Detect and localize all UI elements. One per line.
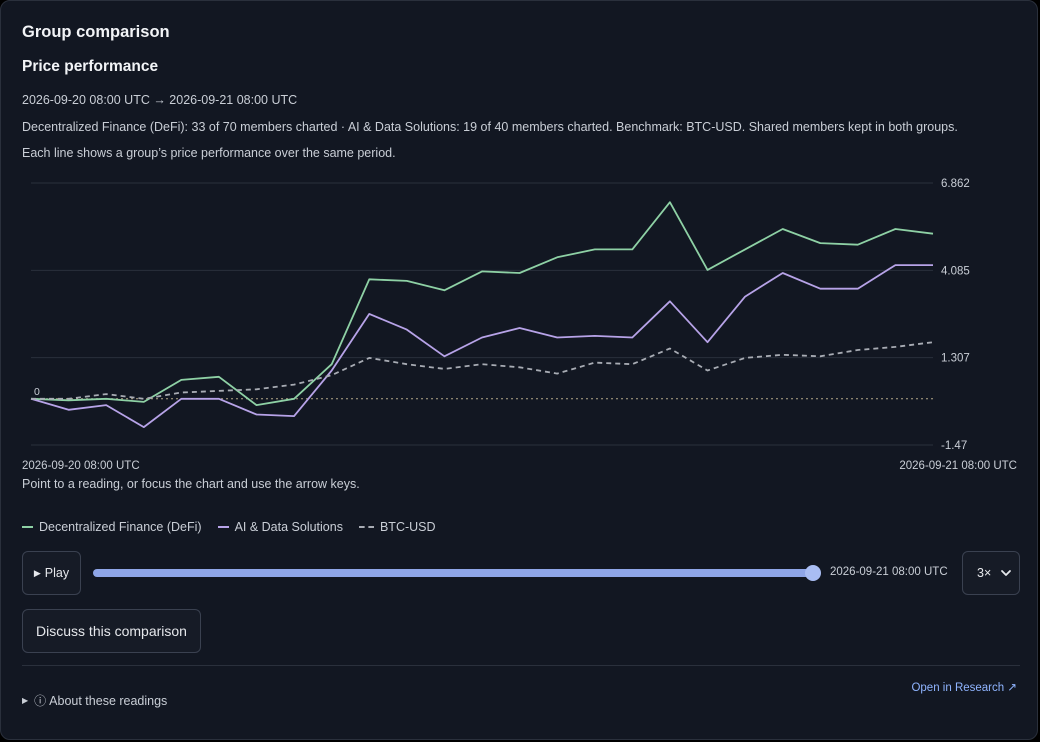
play-button-label: Play bbox=[44, 566, 70, 580]
x-axis-start-label: 2026-09-20 08:00 UTC bbox=[22, 460, 140, 472]
series-line bbox=[30, 201, 934, 407]
info-icon: ⓘ bbox=[34, 694, 47, 708]
group-description: Decentralized Finance (DeFi): 33 of 70 m… bbox=[22, 120, 958, 134]
series-line bbox=[30, 264, 933, 429]
play-icon: ▶ bbox=[33, 567, 41, 578]
legend-label-btc-usd: BTC-USD bbox=[379, 520, 436, 534]
play-button[interactable]: ▶ Play bbox=[22, 551, 81, 595]
disclosure-triangle-icon: ▶ bbox=[22, 696, 29, 705]
y-tick-label: -1.47 bbox=[941, 440, 967, 452]
performance-chart[interactable]: 6.862 4.085 1.307 -1.47 0 bbox=[1, 161, 1040, 461]
legend-swatch-btc-usd bbox=[358, 526, 374, 528]
chevron-down-icon bbox=[1001, 570, 1011, 576]
about-readings-toggle[interactable]: ▶ ⓘ About these readings bbox=[22, 692, 167, 709]
y-tick-label: 4.085 bbox=[941, 265, 970, 277]
footer-divider bbox=[22, 665, 1020, 666]
x-axis-end-label: 2026-09-21 08:00 UTC bbox=[899, 460, 1017, 472]
legend-label-ai-data: AI & Data Solutions bbox=[234, 520, 343, 534]
chart-legend: Decentralized Finance (DeFi) AI & Data S… bbox=[22, 520, 452, 534]
y-tick-label: 6.862 bbox=[941, 178, 970, 190]
chart-subtitle: Price performance bbox=[22, 58, 159, 75]
chart-grid bbox=[31, 182, 933, 446]
discuss-comparison-button[interactable]: Discuss this comparison bbox=[22, 609, 201, 653]
chart-hint: Point to a reading, or focus the chart a… bbox=[22, 477, 360, 491]
time-range: 2026-09-20 08:00 UTC → 2026-09-21 08:00 … bbox=[22, 93, 298, 107]
legend-item-ai-data: AI & Data Solutions bbox=[217, 520, 343, 534]
legend-label-defi: Decentralized Finance (DeFi) bbox=[39, 520, 202, 534]
legend-item-defi: Decentralized Finance (DeFi) bbox=[22, 520, 202, 534]
open-in-research-link[interactable]: Open in Research ↗ bbox=[911, 682, 1017, 694]
chart-note: Each line shows a group’s price performa… bbox=[22, 146, 396, 160]
series-line bbox=[31, 341, 934, 400]
zero-label: 0 bbox=[34, 386, 40, 398]
timeline-time-readout: 2026-09-21 08:00 UTC bbox=[830, 566, 948, 578]
chart-tick-labels: 6.862 4.085 1.307 -1.47 0 bbox=[34, 178, 970, 452]
legend-swatch-ai-data bbox=[217, 526, 229, 528]
panel-title: Group comparison bbox=[22, 23, 170, 41]
playback-speed-value: 3× bbox=[977, 566, 992, 580]
playback-speed-select[interactable]: 3× bbox=[962, 551, 1020, 595]
legend-item-btc-usd: BTC-USD bbox=[358, 520, 436, 534]
y-tick-label: 1.307 bbox=[941, 353, 970, 365]
legend-swatch-defi bbox=[22, 526, 33, 528]
about-readings-label: About these readings bbox=[49, 693, 168, 708]
timeline-slider-thumb[interactable] bbox=[805, 565, 821, 581]
chart-series bbox=[30, 201, 934, 429]
timeline-slider[interactable] bbox=[93, 569, 813, 577]
